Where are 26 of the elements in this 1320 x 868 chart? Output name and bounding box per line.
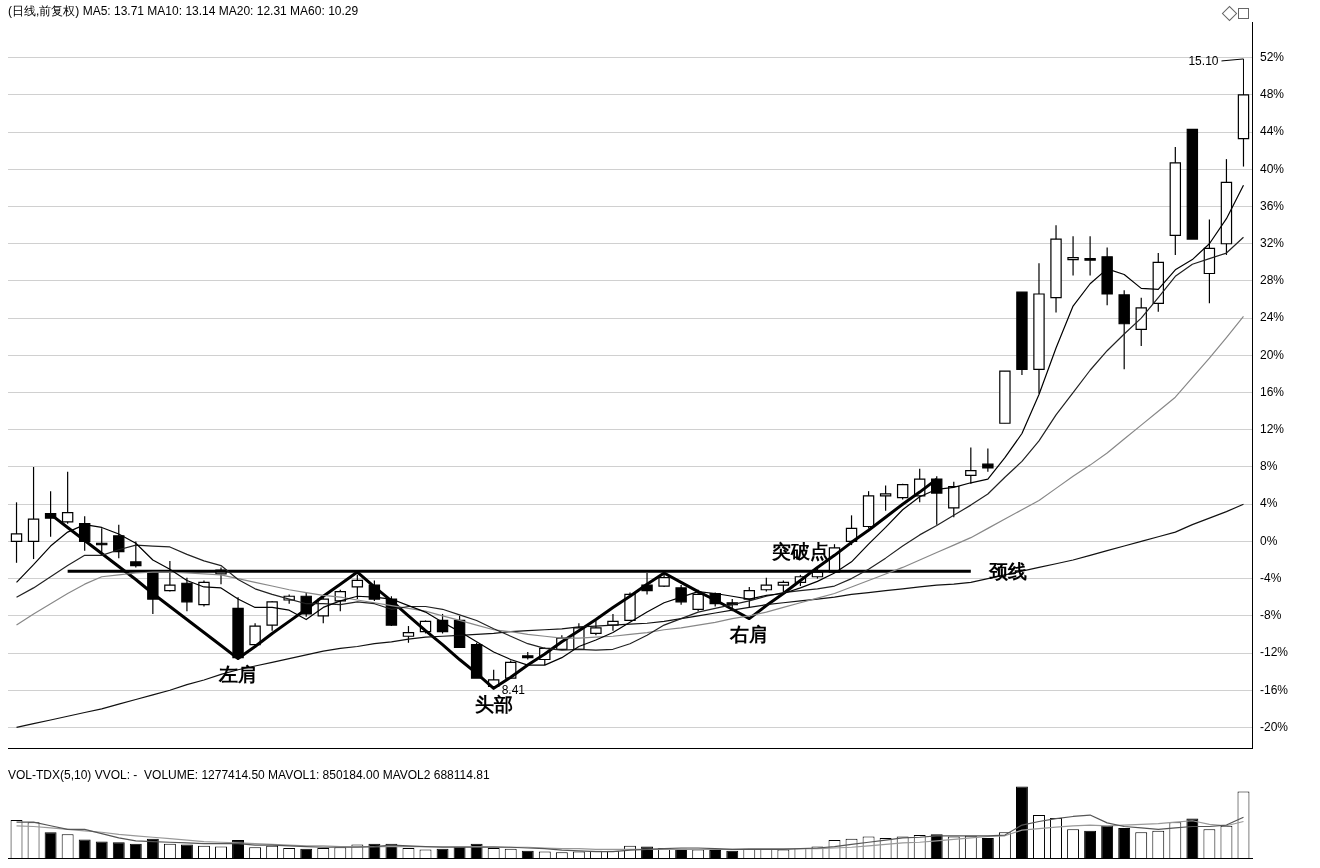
y-tick-label: 32% [1260, 236, 1285, 251]
chart-title: VOL-TDX(5,10) VVOL: - VOLUME: 1277414.50 MAVOL1: 850184.00 MAVOL2 688114.81 [8, 767, 490, 782]
annotation: 8.41 [501, 682, 526, 697]
data-label: 突破点 [770, 541, 829, 563]
annotation: 15.10 [1188, 54, 1219, 69]
data-label: 头部 [474, 694, 513, 716]
y-tick-label: -4% [1260, 570, 1282, 585]
y-tick-label: 20% [1260, 347, 1285, 362]
y-tick-label: 44% [1260, 124, 1285, 139]
y-tick-label: 8% [1260, 459, 1278, 474]
y-tick-label: 4% [1260, 496, 1278, 511]
y-tick-label: 24% [1260, 310, 1285, 325]
y-tick-label: 0% [1260, 533, 1278, 548]
y-tick-label: -16% [1260, 682, 1289, 697]
y-tick-label: 52% [1260, 50, 1285, 65]
y-tick-label: -20% [1260, 719, 1289, 734]
y-tick-label: 36% [1260, 198, 1285, 213]
chart-title: (日线,前复权) MA5: 13.71 MA10: 13.14 MA20: 12.31 MA60: 10.29 [8, 3, 359, 18]
y-tick-label: 40% [1260, 161, 1285, 176]
y-tick-label: -12% [1260, 645, 1289, 660]
y-tick-label: -8% [1260, 608, 1282, 623]
y-tick-label: 48% [1260, 87, 1285, 102]
y-tick-label: 12% [1260, 422, 1285, 437]
data-label: 右肩 [729, 624, 769, 646]
y-tick-label: 28% [1260, 273, 1285, 288]
y-tick-label: 16% [1260, 384, 1285, 399]
